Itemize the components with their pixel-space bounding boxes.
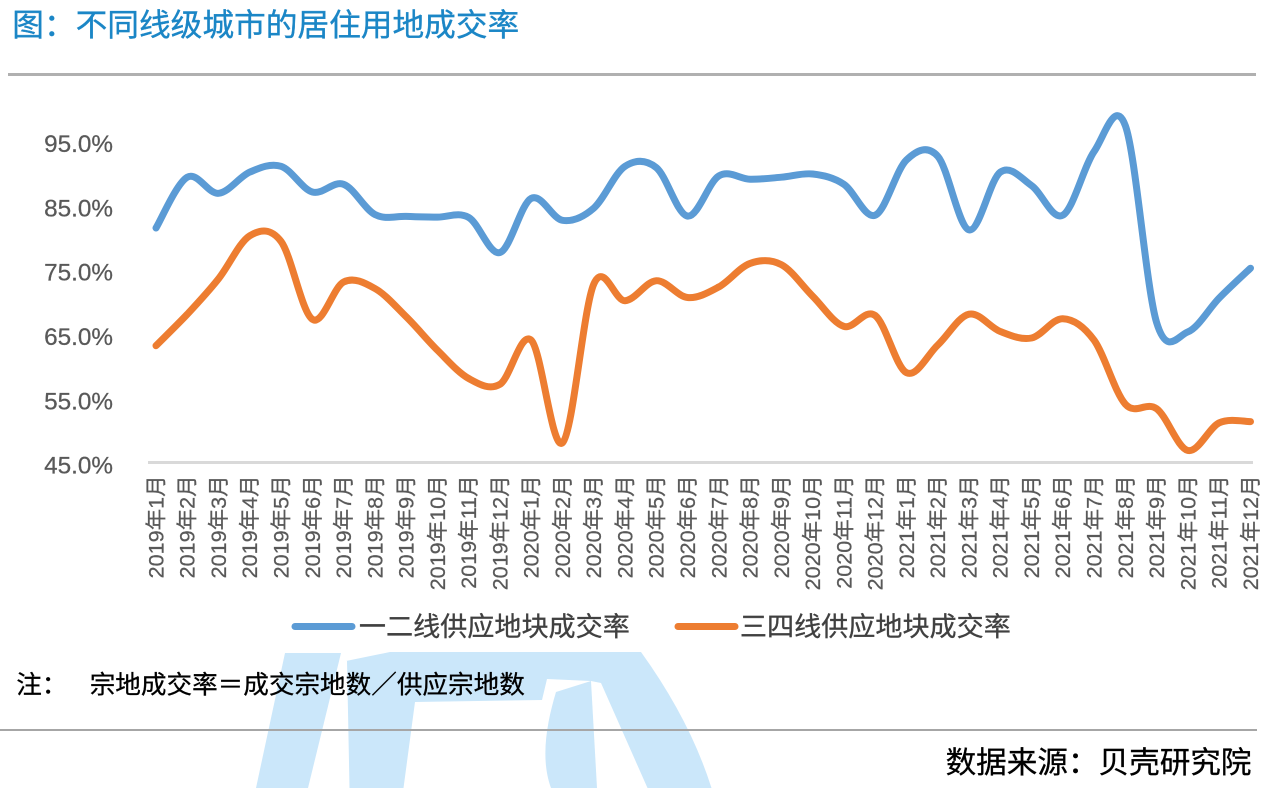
svg-text:65.0%: 65.0% — [44, 317, 113, 352]
svg-text:2020年11月: 2020年11月 — [827, 475, 858, 588]
svg-text:2019年9月: 2019年9月 — [390, 475, 421, 578]
svg-text:2021年3月: 2021年3月 — [952, 475, 983, 578]
svg-text:2019年5月: 2019年5月 — [265, 475, 296, 578]
svg-text:95.0%: 95.0% — [44, 124, 113, 159]
svg-text:三四线供应地块成交率: 三四线供应地块成交率 — [740, 605, 1011, 644]
svg-text:2021年4月: 2021年4月 — [984, 475, 1015, 578]
svg-text:图：不同线级城市的居住用地成交率: 图：不同线级城市的居住用地成交率 — [12, 0, 519, 46]
svg-text:85.0%: 85.0% — [44, 188, 113, 223]
svg-text:2021年2月: 2021年2月 — [921, 475, 952, 578]
svg-text:2019年7月: 2019年7月 — [327, 475, 358, 578]
svg-text:2021年5月: 2021年5月 — [1015, 475, 1046, 578]
svg-text:2019年6月: 2019年6月 — [296, 475, 327, 578]
svg-text:2020年10月: 2020年10月 — [796, 475, 827, 590]
svg-text:2020年8月: 2020年8月 — [734, 475, 765, 578]
svg-text:2020年9月: 2020年9月 — [765, 475, 796, 578]
svg-text:2019年12月: 2019年12月 — [483, 475, 514, 590]
svg-text:2019年10月: 2019年10月 — [421, 475, 452, 590]
svg-text:宗地成交率＝成交宗地数／供应宗地数: 宗地成交率＝成交宗地数／供应宗地数 — [90, 664, 525, 701]
svg-text:2021年1月: 2021年1月 — [890, 475, 921, 578]
svg-text:2020年7月: 2020年7月 — [702, 475, 733, 578]
svg-text:45.0%: 45.0% — [44, 446, 113, 481]
svg-text:2021年10月: 2021年10月 — [1171, 475, 1202, 590]
svg-text:2020年12月: 2020年12月 — [859, 475, 890, 590]
svg-text:2021年11月: 2021年11月 — [1203, 475, 1234, 588]
svg-text:2019年4月: 2019年4月 — [233, 475, 264, 578]
svg-text:2021年8月: 2021年8月 — [1109, 475, 1140, 578]
svg-text:2020年3月: 2020年3月 — [577, 475, 608, 578]
svg-text:75.0%: 75.0% — [44, 253, 113, 288]
svg-text:2020年5月: 2020年5月 — [640, 475, 671, 578]
svg-text:2021年12月: 2021年12月 — [1234, 475, 1265, 590]
svg-text:2021年6月: 2021年6月 — [1046, 475, 1077, 578]
svg-text:2019年3月: 2019年3月 — [202, 475, 233, 578]
svg-text:2019年1月: 2019年1月 — [139, 475, 170, 578]
svg-text:2020年1月: 2020年1月 — [515, 475, 546, 578]
svg-text:2019年8月: 2019年8月 — [358, 475, 389, 578]
svg-text:2021年9月: 2021年9月 — [1140, 475, 1171, 578]
svg-text:数据来源：贝壳研究院: 数据来源：贝壳研究院 — [946, 738, 1252, 782]
svg-text:一二线供应地块成交率: 一二线供应地块成交率 — [359, 605, 630, 644]
svg-text:2020年6月: 2020年6月 — [671, 475, 702, 578]
svg-text:2019年2月: 2019年2月 — [171, 475, 202, 578]
svg-text:55.0%: 55.0% — [44, 381, 113, 416]
svg-text:2020年4月: 2020年4月 — [608, 475, 639, 578]
svg-text:注：: 注： — [16, 664, 67, 701]
svg-text:2021年7月: 2021年7月 — [1078, 475, 1109, 578]
svg-text:2020年2月: 2020年2月 — [546, 475, 577, 578]
svg-text:2019年11月: 2019年11月 — [452, 475, 483, 588]
